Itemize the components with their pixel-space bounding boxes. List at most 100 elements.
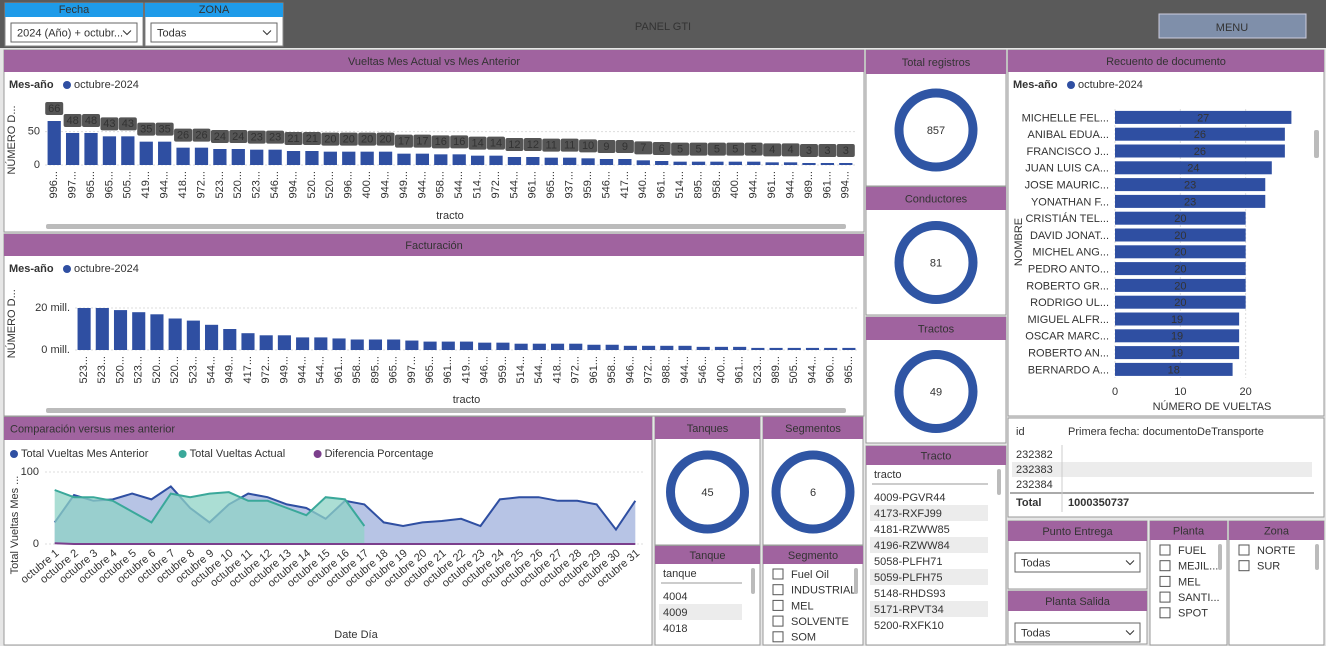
checkbox[interactable] — [772, 631, 784, 643]
bar — [277, 335, 291, 350]
list-item[interactable]: SOLVENTE — [791, 616, 849, 628]
list-item[interactable]: NORTE — [1257, 545, 1295, 557]
scrollbar[interactable] — [46, 224, 846, 229]
x-tick-label: 514... — [515, 356, 527, 384]
checkbox[interactable] — [772, 615, 784, 627]
list-item[interactable]: 5148-RHDS93 — [874, 588, 946, 600]
legend-marker — [313, 450, 322, 458]
scrollbar[interactable] — [751, 568, 755, 594]
panel-title: Conductores — [905, 193, 968, 205]
list-item[interactable]: MEL — [791, 600, 814, 612]
data-label: 16 — [453, 136, 465, 148]
list-item[interactable]: INDUSTRIAL — [791, 585, 856, 597]
list-item[interactable]: MEJIL... — [1178, 561, 1218, 573]
x-tick-label: 960... — [825, 356, 837, 384]
x-tick-label: 0 — [1112, 386, 1118, 398]
checkbox[interactable] — [1159, 575, 1171, 587]
list-item[interactable]: 4181-RZWW85 — [874, 524, 950, 536]
dropdown[interactable] — [10, 22, 138, 43]
data-label-bg — [155, 122, 174, 136]
data-label: 48 — [66, 115, 78, 127]
list-item[interactable]: MEL — [1178, 576, 1201, 588]
data-label-bg — [339, 132, 358, 146]
scrollbar[interactable] — [1315, 544, 1319, 570]
data-label: 35 — [140, 124, 152, 136]
row-bg — [870, 537, 988, 553]
data-label: 17 — [398, 136, 410, 148]
list-header: tanque — [663, 568, 697, 580]
data-label: 5 — [677, 144, 683, 156]
list-item[interactable]: Fuel Oil — [791, 569, 829, 581]
panel-header — [1229, 521, 1324, 540]
checkbox[interactable] — [772, 584, 784, 596]
data-label-bg — [100, 117, 119, 131]
list-item[interactable]: SANTI... — [1178, 592, 1220, 604]
x-tick-label: 514... — [472, 171, 484, 199]
dropdown[interactable] — [1014, 552, 1141, 573]
card-value: 857 — [927, 125, 945, 137]
bar — [65, 133, 80, 165]
list-item[interactable]: SOM — [791, 632, 816, 644]
checkbox[interactable] — [1159, 544, 1171, 556]
list-item[interactable]: 4009-PGVR44 — [874, 492, 946, 504]
list-item[interactable]: 5200-RXFK10 — [874, 620, 944, 632]
list-item[interactable]: 5059-PLFH75 — [874, 572, 943, 584]
checkbox[interactable] — [772, 599, 784, 611]
data-label: 24 — [1187, 163, 1199, 175]
bar — [526, 157, 540, 165]
dropdown[interactable] — [1014, 622, 1141, 643]
list-item[interactable]: 4196-RZWW84 — [874, 540, 950, 552]
data-label: 18 — [1168, 364, 1180, 376]
y-tick-label: 0 — [33, 538, 39, 550]
scrollbar[interactable] — [997, 469, 1001, 495]
data-label-bg — [671, 142, 690, 156]
list-item[interactable]: 4009 — [663, 607, 687, 619]
x-tick-label: 961... — [333, 356, 345, 384]
list-item[interactable]: 4173-RXFJ99 — [874, 508, 942, 520]
x-tick-label: 972... — [195, 171, 207, 199]
x-tick-label: 544... — [315, 356, 327, 384]
dashboard-title: PANEL GTI — [635, 21, 691, 33]
menu-button[interactable] — [1158, 13, 1307, 39]
panel-title: Planta — [1173, 525, 1205, 537]
checkbox[interactable] — [1238, 544, 1250, 556]
bar — [95, 308, 109, 350]
scrollbar[interactable] — [1218, 544, 1222, 570]
scrollbar[interactable] — [854, 568, 858, 594]
checkbox[interactable] — [1159, 560, 1171, 572]
scrollbar[interactable] — [46, 408, 846, 413]
checkbox[interactable] — [772, 568, 784, 580]
data-label: 3 — [824, 145, 830, 157]
list-item[interactable]: SUR — [1257, 561, 1280, 573]
legend-label: octubre-2024 — [74, 263, 139, 275]
bar — [241, 333, 255, 350]
checkbox[interactable] — [1238, 560, 1250, 572]
x-axis-title: Date Día — [334, 629, 378, 641]
data-label: 4 — [788, 144, 794, 156]
data-label-bg — [247, 130, 266, 144]
bar — [213, 149, 227, 165]
x-tick-label: 988... — [661, 356, 673, 384]
checkbox[interactable] — [1159, 591, 1171, 603]
list-item[interactable]: 5171-RPVT34 — [874, 604, 944, 616]
data-label-bg — [707, 142, 726, 156]
list-item[interactable]: 5058-PLFH71 — [874, 556, 943, 568]
x-axis-title: tracto — [453, 394, 481, 406]
x-tick-label: 940... — [637, 171, 649, 199]
list-item[interactable]: FUEL — [1178, 545, 1206, 557]
list-item[interactable]: SPOT — [1178, 608, 1208, 620]
data-label: 23 — [1184, 180, 1196, 192]
bar — [158, 141, 172, 165]
y-tick-label: OSCAR MARC... — [1025, 331, 1109, 343]
list-item[interactable]: 4004 — [663, 591, 687, 603]
list-item[interactable]: 4018 — [663, 623, 687, 635]
bar — [691, 161, 706, 165]
data-label: 23 — [251, 132, 263, 144]
dropdown-value: 2024 (Año) + octubr... — [17, 27, 123, 39]
dropdown[interactable] — [150, 22, 278, 43]
scrollbar[interactable] — [1314, 130, 1319, 158]
checkbox[interactable] — [1159, 607, 1171, 619]
data-label: 48 — [85, 115, 97, 127]
bar — [368, 339, 383, 350]
